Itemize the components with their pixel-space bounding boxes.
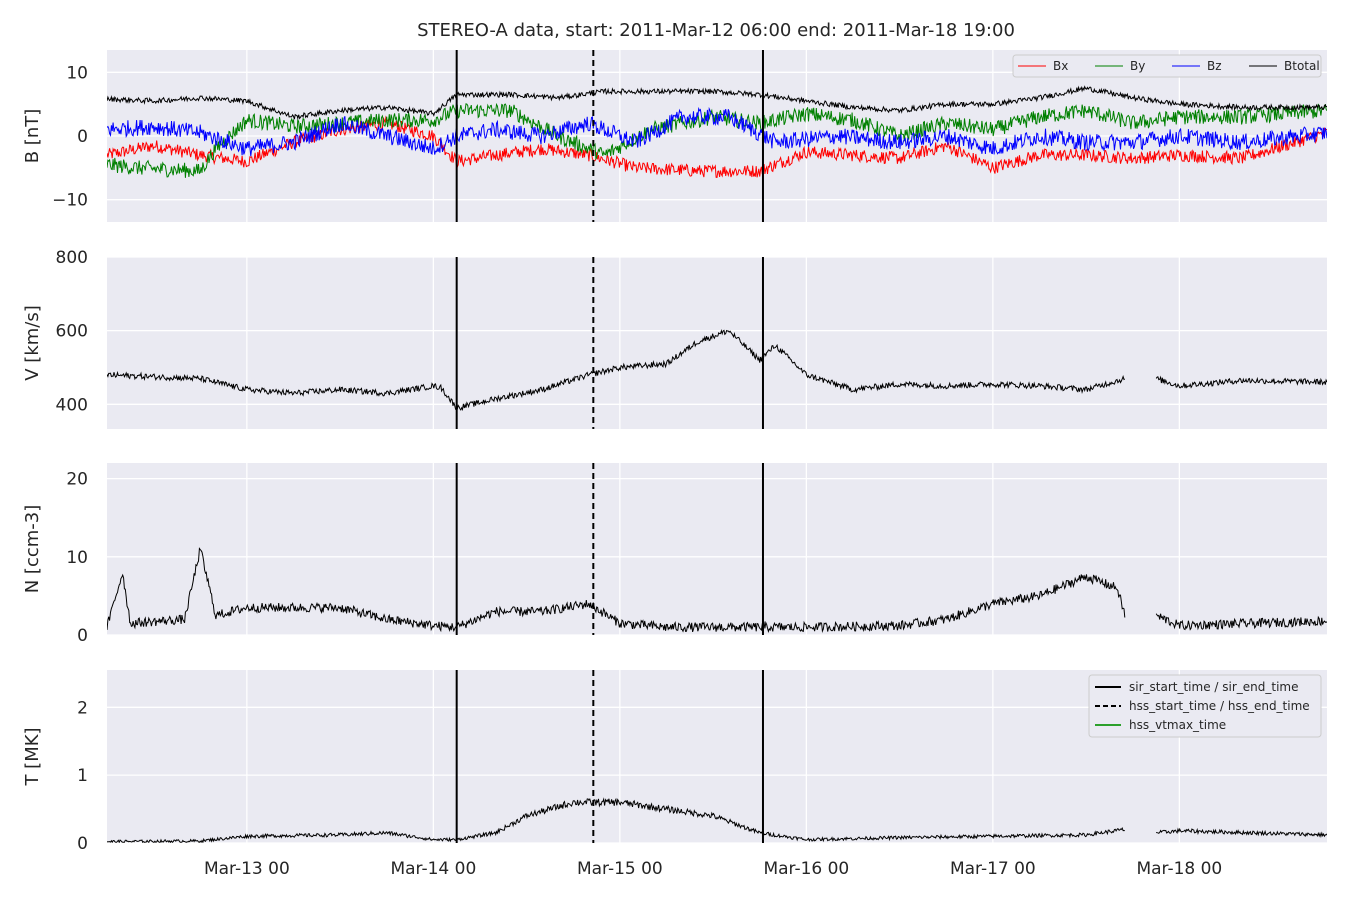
- x-tick-label: Mar-13 00: [204, 859, 290, 879]
- y-tick-label: −10: [52, 191, 88, 211]
- figure-title: STEREO-A data, start: 2011-Mar-12 06:00 …: [417, 20, 1015, 41]
- series-t: [107, 797, 1327, 843]
- x-tick-label: Mar-16 00: [763, 859, 849, 879]
- event-legend-frame: [1088, 674, 1322, 738]
- traces: [107, 329, 1327, 412]
- x-tick-label: Mar-17 00: [950, 859, 1036, 879]
- series-n: [107, 547, 1327, 634]
- series-by: [107, 102, 1327, 178]
- legend-label: By: [1130, 59, 1145, 73]
- panel-V: 400 600 800 V [km/s]: [22, 248, 1327, 429]
- panel-B: −10 0 10 B [nT] Bx By Bz Btotal: [22, 50, 1327, 222]
- panel-T: Mar-13 00 Mar-14 00 Mar-15 00 Mar-16 00 Mar-…: [22, 670, 1327, 879]
- panel-V-background: [107, 257, 1327, 429]
- y-axis-label: B [nT]: [22, 109, 43, 164]
- legend-label: hss_vtmax_time: [1129, 718, 1226, 732]
- legend-label: Bx: [1053, 59, 1068, 73]
- legend-label: Bz: [1207, 59, 1222, 73]
- legend-label: Btotal: [1284, 59, 1320, 73]
- x-tick-label: Mar-18 00: [1136, 859, 1222, 879]
- y-tick-label: 20: [66, 470, 88, 490]
- y-axis-label: V [km/s]: [22, 305, 43, 380]
- panel-N: 0 10 20 N [ccm-3]: [22, 463, 1327, 646]
- series-bz: [107, 106, 1327, 157]
- series-v: [107, 329, 1327, 412]
- y-tick-label: 800: [56, 248, 88, 268]
- traces: [107, 797, 1327, 843]
- series-btotal: [107, 85, 1327, 121]
- traces: [107, 85, 1327, 178]
- x-tick-label: Mar-15 00: [577, 859, 663, 879]
- y-tick-label: 400: [56, 395, 88, 415]
- y-tick-label: 10: [66, 548, 88, 568]
- event-legend: sir_start_time / sir_end_time hss_start_t…: [1088, 674, 1322, 738]
- b-legend-frame: [1012, 54, 1322, 78]
- y-tick-label: 0: [77, 834, 88, 854]
- legend-label: hss_start_time / hss_end_time: [1129, 699, 1310, 713]
- y-tick-label: 600: [56, 322, 88, 342]
- y-axis-label: T [MK]: [22, 727, 43, 786]
- b-legend: Bx By Bz Btotal: [1012, 54, 1322, 78]
- y-tick-label: 2: [77, 698, 88, 718]
- y-tick-label: 1: [77, 766, 88, 786]
- legend-label: sir_start_time / sir_end_time: [1129, 680, 1299, 694]
- traces: [107, 547, 1327, 634]
- y-tick-label: 0: [77, 626, 88, 646]
- x-tick-label: Mar-14 00: [390, 859, 476, 879]
- y-tick-label: 0: [77, 127, 88, 147]
- y-axis-label: N [ccm-3]: [22, 505, 43, 594]
- y-tick-label: 10: [66, 63, 88, 83]
